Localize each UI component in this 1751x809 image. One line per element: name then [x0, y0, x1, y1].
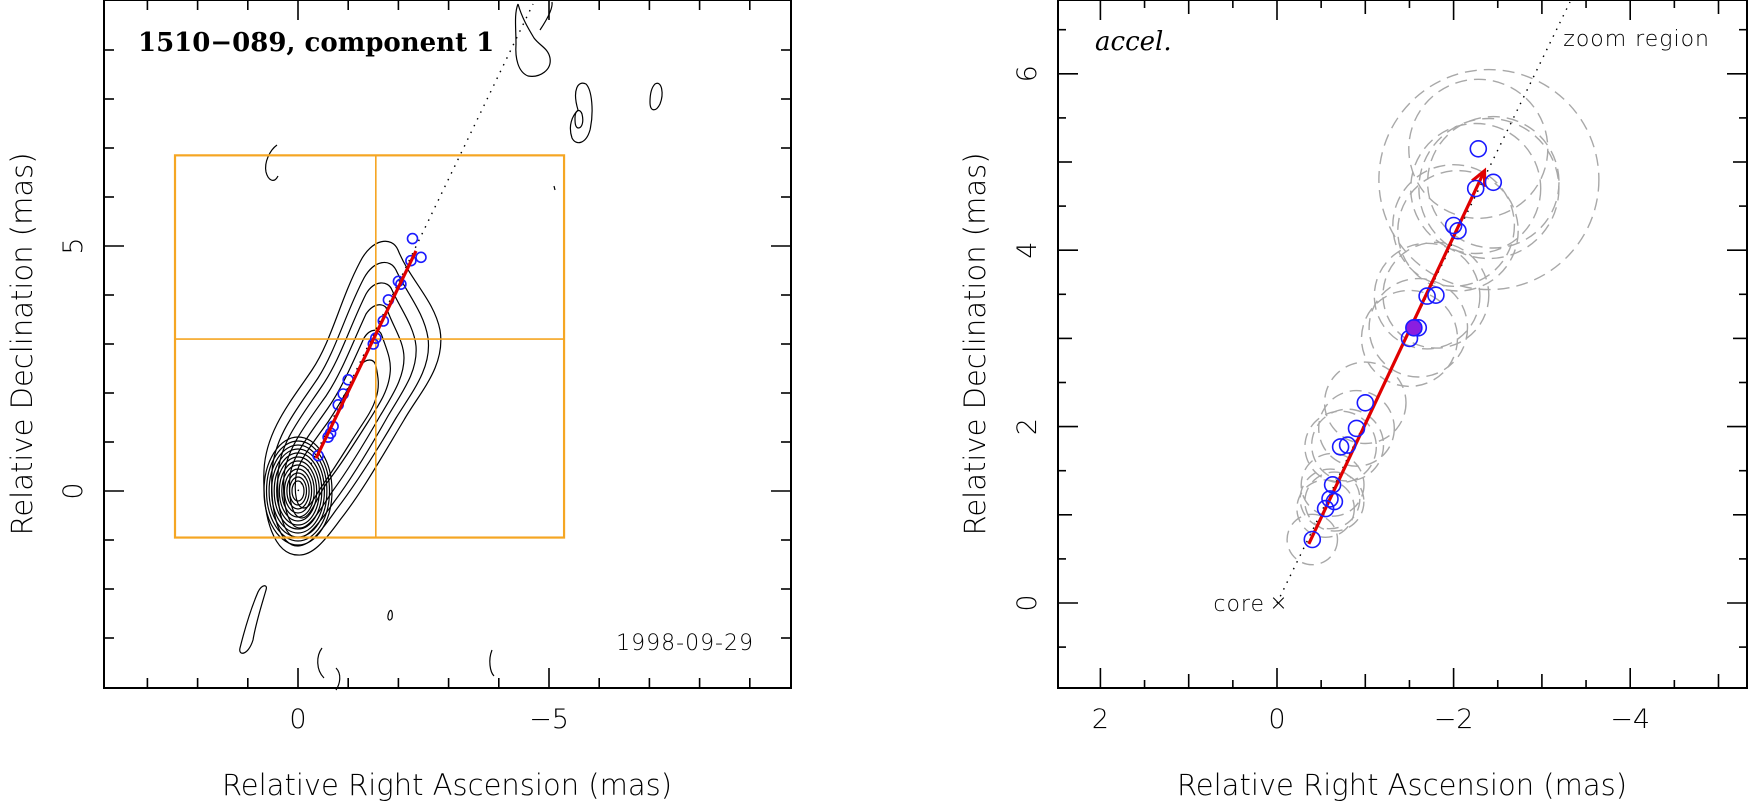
right-ytick: 6	[1012, 65, 1043, 82]
error-ellipse	[1323, 361, 1407, 445]
core-contour	[278, 460, 318, 522]
epoch-point	[1444, 216, 1463, 235]
contour-sw-2	[387, 609, 393, 621]
core-contour	[286, 472, 310, 510]
right-tick-labels: 2 0 −2 −4 0 2 4 6	[1012, 65, 1650, 735]
error-ellipse	[1408, 78, 1549, 220]
left-panel-title: 1510−089, component 1	[138, 28, 494, 58]
jet-contour	[288, 329, 391, 519]
reference-epoch-marker	[1405, 319, 1423, 337]
epoch-point	[1316, 499, 1335, 518]
error-ellipse	[1310, 408, 1385, 482]
error-ellipse	[1317, 389, 1395, 467]
contour-speck	[553, 185, 556, 191]
fit-type-label: accel.	[1095, 27, 1172, 57]
right-xtick: 2	[1092, 704, 1109, 735]
radio-contours	[239, 1, 663, 691]
epoch-point	[1338, 436, 1357, 454]
core-contour	[265, 440, 331, 542]
epoch-point	[415, 251, 427, 264]
error-ellipse	[1378, 68, 1600, 291]
error-ellipse	[1397, 169, 1519, 292]
error-ellipse	[1299, 468, 1361, 530]
jet-contour	[277, 282, 417, 539]
zoom-region-label: zoom region	[1563, 27, 1710, 52]
observation-date: 1998-09-29	[616, 631, 754, 656]
error-ellipse	[1392, 163, 1516, 287]
contour-sw-4	[489, 649, 495, 677]
right-ytick: 4	[1012, 242, 1043, 259]
contour-sw-3	[317, 647, 341, 691]
left-xtick--5: −5	[529, 704, 569, 735]
core-cross-icon: ×	[1269, 591, 1288, 616]
core-marker: × core	[1213, 591, 1288, 617]
error-ellipse	[1426, 115, 1560, 249]
right-ticks	[1058, 0, 1747, 688]
right-xtick: −2	[1434, 704, 1474, 735]
error-ellipse	[1286, 513, 1339, 566]
error-ellipse	[1304, 410, 1378, 484]
right-xtick: 0	[1268, 704, 1285, 735]
right-x-axis-label: Relative Right Ascension (mas)	[1177, 768, 1627, 802]
direction-line	[297, 3, 534, 492]
epoch-point	[1469, 140, 1488, 158]
error-ellipse	[1382, 241, 1490, 349]
error-ellipse	[1368, 277, 1469, 378]
error-ellipse	[1300, 452, 1365, 517]
left-x-axis-label: Relative Right Ascension (mas)	[222, 768, 672, 802]
right-ytick: 0	[1012, 594, 1043, 611]
left-ytick-0: 0	[58, 482, 89, 499]
error-ellipse	[1409, 122, 1542, 255]
left-ytick-5: 5	[58, 237, 89, 254]
right-ytick: 2	[1012, 418, 1043, 435]
left-ticks	[104, 0, 791, 688]
epoch-point	[1466, 179, 1485, 198]
error-ellipses	[1286, 68, 1600, 566]
epoch-point	[406, 232, 419, 245]
left-plot-frame	[103, 0, 792, 689]
epoch-point	[1323, 475, 1342, 494]
epoch-point	[1418, 287, 1436, 305]
zoom-box	[173, 154, 566, 539]
right-xtick: −4	[1610, 704, 1650, 735]
epoch-point	[1331, 438, 1350, 456]
epoch-point	[1427, 286, 1445, 305]
epoch-point	[1321, 490, 1339, 508]
contour-jet-upper	[514, 3, 551, 77]
contour-blob-3	[265, 144, 279, 181]
epoch-point	[1347, 419, 1366, 438]
core-contour	[291, 480, 305, 502]
epoch-point	[1325, 492, 1344, 511]
error-ellipse	[1360, 289, 1459, 388]
jet-contour	[263, 240, 442, 556]
right-y-axis-label: Relative Declination (mas)	[958, 152, 992, 535]
left-y-axis-label: Relative Declination (mas)	[5, 152, 39, 535]
left-xtick-0: 0	[289, 704, 306, 735]
left-panel: 0 −5 0 5 1510−089, component 1 1998-09-2…	[5, 0, 792, 802]
contour-blob-2	[649, 82, 663, 111]
epoch-point	[1303, 530, 1322, 549]
error-ellipse	[1304, 471, 1365, 532]
contour-blob-1	[569, 82, 593, 144]
motion-vector	[314, 250, 418, 459]
error-ellipse	[1418, 117, 1560, 260]
right-panel: × core 2 0 −2 −4 0 2 4 6 accel. zoom region Rel…	[958, 0, 1748, 802]
epoch-point	[1449, 222, 1467, 240]
jet-contour	[271, 261, 430, 547]
epoch-point	[1484, 173, 1503, 192]
motion-vector	[1307, 167, 1487, 545]
contour-knot-top	[539, 1, 553, 31]
core-label: core	[1213, 592, 1265, 617]
epoch-point	[405, 254, 417, 267]
contour-blob-1-inner	[574, 109, 584, 129]
right-plot-frame	[1057, 0, 1748, 689]
contour-sw-1	[239, 585, 267, 654]
epoch-point	[1356, 393, 1375, 412]
